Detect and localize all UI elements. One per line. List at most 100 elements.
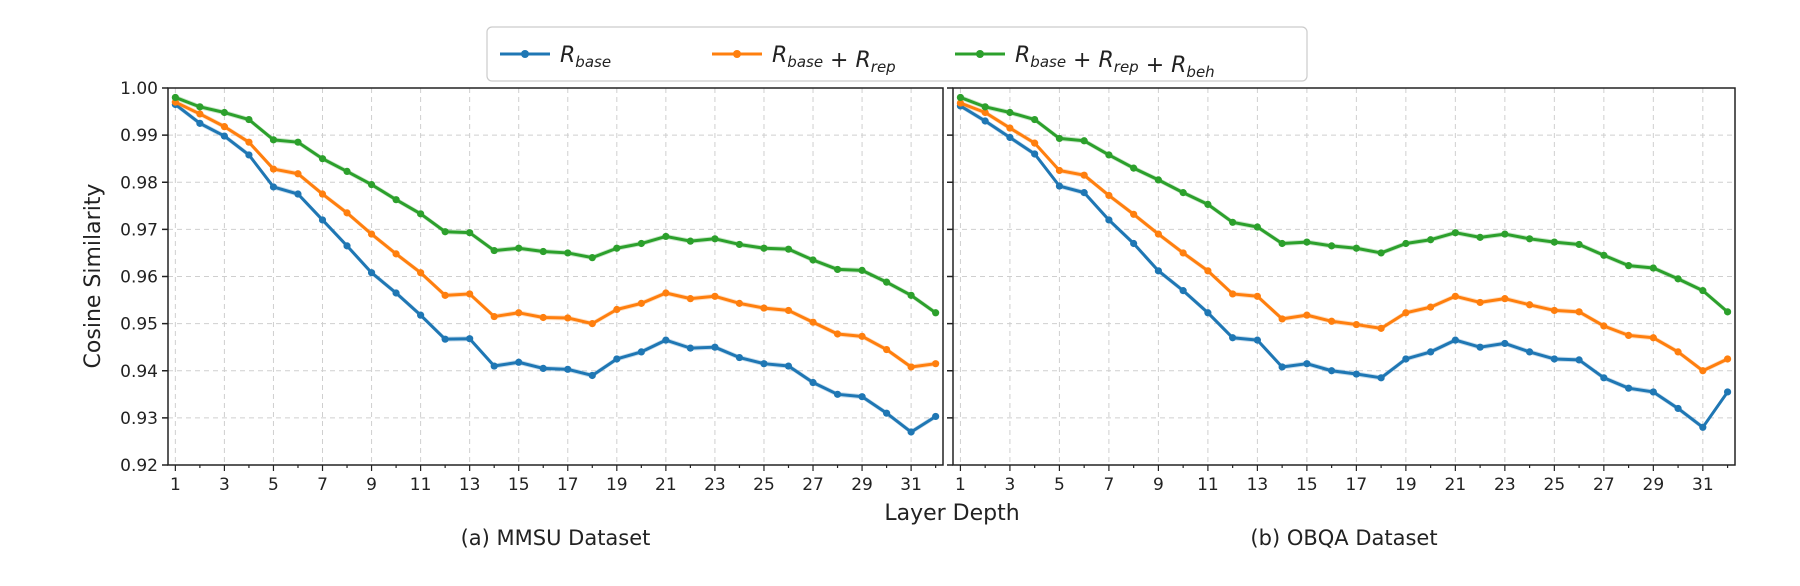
y-tick-label: 0.96 — [120, 268, 158, 288]
legend-symbol: R — [1171, 53, 1186, 78]
y-axis-title: Cosine Similarity — [81, 184, 106, 369]
data-point — [1600, 374, 1608, 382]
data-point — [1723, 355, 1732, 363]
data-point — [1526, 235, 1534, 243]
data-point — [1624, 331, 1633, 340]
data-point — [858, 332, 866, 340]
data-point — [1402, 239, 1410, 248]
x-tick-label: 21 — [655, 475, 677, 495]
data-point — [367, 269, 376, 277]
data-point — [196, 119, 204, 127]
data-point — [441, 228, 449, 236]
data-point — [760, 304, 768, 312]
data-point — [858, 393, 866, 401]
legend-subscript: rep — [1114, 58, 1139, 76]
data-point — [1427, 236, 1435, 244]
data-point — [466, 335, 474, 343]
x-tick-label: 15 — [508, 475, 530, 495]
data-point — [981, 108, 989, 117]
data-point — [1253, 336, 1261, 344]
data-point — [1723, 308, 1732, 316]
data-point — [637, 299, 645, 307]
data-point — [294, 170, 302, 178]
data-point — [466, 229, 474, 237]
data-point — [171, 93, 179, 102]
data-point — [1699, 423, 1707, 431]
data-point — [784, 245, 793, 253]
data-point — [564, 365, 572, 373]
data-point — [1402, 309, 1410, 317]
data-point — [1352, 320, 1360, 329]
data-point — [1278, 239, 1286, 248]
data-point — [490, 362, 498, 370]
data-point — [760, 244, 768, 252]
data-point — [1006, 133, 1014, 142]
data-point — [1303, 238, 1311, 246]
legend-subscript: base — [1030, 53, 1066, 71]
data-point — [1526, 301, 1534, 309]
x-tick-label: 29 — [1643, 475, 1665, 495]
data-point — [269, 183, 278, 191]
series-2 — [171, 93, 940, 317]
x-tick-label: 11 — [1197, 475, 1219, 495]
x-tick-label: 5 — [1054, 475, 1065, 495]
x-tick-label: 23 — [704, 475, 726, 495]
y-tick-label: 0.99 — [120, 126, 158, 146]
data-point — [735, 240, 744, 249]
data-point — [441, 335, 449, 343]
data-point — [662, 289, 670, 297]
data-point — [882, 278, 891, 286]
data-point — [784, 362, 793, 370]
data-point — [1352, 244, 1360, 252]
data-point — [1278, 315, 1286, 323]
legend-swatch-marker — [976, 50, 984, 58]
data-point — [1006, 108, 1014, 117]
y-tick-label: 0.92 — [120, 456, 158, 476]
series-band — [175, 99, 936, 370]
series-line — [174, 103, 937, 434]
data-point — [564, 314, 572, 322]
data-point — [858, 266, 866, 274]
series-2 — [956, 93, 1732, 316]
data-point — [1080, 171, 1088, 179]
data-point — [1130, 239, 1138, 248]
data-point — [1427, 348, 1435, 356]
data-point — [1031, 115, 1039, 124]
data-point — [245, 115, 253, 124]
x-tick-label: 17 — [1346, 475, 1368, 495]
data-point — [318, 155, 327, 163]
grid — [953, 87, 1735, 466]
x-tick-label: 23 — [1494, 475, 1516, 495]
data-point — [809, 318, 817, 326]
data-point — [1476, 343, 1484, 351]
data-point — [441, 291, 449, 299]
y-tick-label: 0.94 — [120, 362, 158, 382]
data-point — [1229, 334, 1237, 342]
x-tick-label: 25 — [1544, 475, 1566, 495]
data-point — [294, 190, 302, 198]
data-point — [1501, 295, 1509, 303]
data-point — [1031, 139, 1039, 147]
data-point — [1575, 356, 1583, 364]
x-tick-label: 3 — [219, 475, 230, 495]
y-tick-label: 0.98 — [120, 173, 158, 193]
legend-symbol: R — [1098, 48, 1113, 73]
x-tick-label: 31 — [1692, 475, 1714, 495]
x-tick-label: 27 — [1593, 475, 1615, 495]
data-point — [417, 311, 425, 319]
legend-entry-1: Rbase + Rrep — [712, 43, 896, 76]
data-point — [1130, 210, 1138, 218]
series-line — [959, 104, 1729, 429]
data-point — [809, 256, 817, 264]
data-point — [613, 244, 621, 252]
y-tick-label: 1.00 — [120, 79, 158, 99]
data-point — [1105, 191, 1113, 200]
x-tick-label: 7 — [1103, 475, 1114, 495]
data-point — [760, 360, 768, 368]
data-point — [907, 291, 915, 299]
legend: Rbase Rbase + Rrep Rbase + Rrep + Rbeh — [486, 26, 1308, 82]
data-point — [539, 364, 547, 372]
series-band — [175, 101, 936, 435]
x-tick-label: 27 — [802, 475, 824, 495]
